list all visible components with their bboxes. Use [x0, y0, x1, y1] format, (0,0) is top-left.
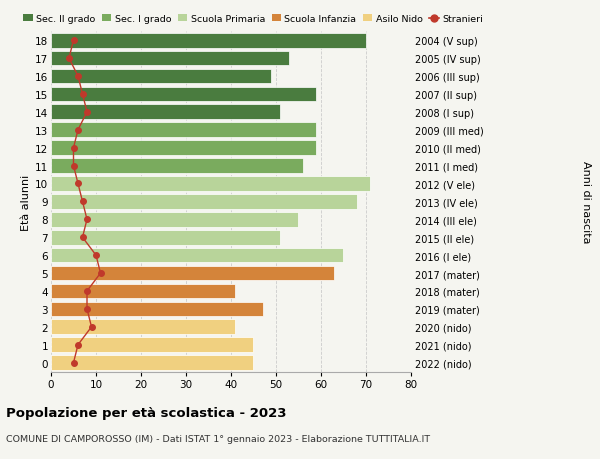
Bar [51, 320, 236, 335]
Point [82, 216, 92, 224]
Point [73, 73, 83, 80]
Point [69, 145, 79, 152]
Bar [51, 302, 263, 317]
Point [73, 180, 83, 188]
Bar [51, 34, 366, 48]
Point [73, 127, 83, 134]
Point [78, 198, 88, 206]
Bar [51, 248, 344, 263]
Bar [51, 338, 254, 353]
Point [69, 162, 79, 170]
Text: Popolazione per età scolastica - 2023: Popolazione per età scolastica - 2023 [6, 406, 287, 419]
Bar [51, 69, 272, 84]
Point [69, 37, 79, 45]
Point [73, 341, 83, 349]
Bar [51, 284, 236, 299]
Bar [51, 356, 254, 370]
Point [91, 252, 101, 259]
Point [82, 109, 92, 116]
Bar [51, 266, 335, 281]
Bar [51, 230, 281, 245]
Bar [51, 123, 317, 138]
Y-axis label: Età alunni: Età alunni [21, 174, 31, 230]
Bar [51, 213, 299, 227]
Point [78, 234, 88, 241]
Point [69, 359, 79, 367]
Text: Anni di nascita: Anni di nascita [581, 161, 591, 243]
Bar [51, 141, 317, 156]
Point [82, 306, 92, 313]
Bar [51, 177, 371, 191]
Point [82, 288, 92, 295]
Point [78, 91, 88, 98]
Point [87, 324, 97, 331]
Text: COMUNE DI CAMPOROSSO (IM) - Dati ISTAT 1° gennaio 2023 - Elaborazione TUTTITALIA: COMUNE DI CAMPOROSSO (IM) - Dati ISTAT 1… [6, 434, 430, 443]
Bar [51, 159, 303, 174]
Point [64, 55, 74, 62]
Bar [51, 195, 357, 209]
Legend: Sec. II grado, Sec. I grado, Scuola Primaria, Scuola Infanzia, Asilo Nido, Stran: Sec. II grado, Sec. I grado, Scuola Prim… [23, 15, 482, 24]
Bar [51, 105, 281, 120]
Point [96, 270, 106, 277]
Bar [51, 51, 290, 66]
Bar [51, 87, 317, 102]
